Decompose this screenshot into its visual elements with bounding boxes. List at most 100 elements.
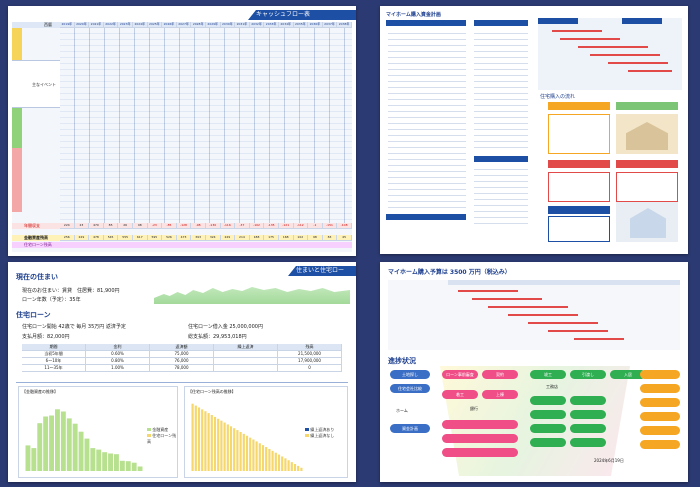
yearrow-cell: 2028年 [191, 22, 206, 28]
savrow-cell: 83 [322, 235, 338, 241]
flow-box-4 [616, 172, 678, 202]
savrow-cell: 188 [249, 235, 265, 241]
node-prescreen[interactable]: ローン事前審査 [442, 370, 478, 379]
savrow-cell: 175 [264, 235, 279, 241]
node-right-2[interactable] [640, 384, 680, 393]
node-builder-5[interactable] [530, 424, 566, 433]
balrow-cell: 23 [74, 223, 90, 229]
loan-table-header-cell: 繰上返済 [214, 344, 278, 351]
balance-label: 年間収支 [24, 223, 40, 228]
loan-table-body: 当初5年間 0.60% 75,000 21,500,000 6〜10年 0.80% 76,0… [22, 351, 342, 372]
node-builder-2[interactable] [570, 396, 606, 405]
loan-legend: 繰上返済あり 繰上返済なし [305, 427, 334, 439]
node-right-5[interactable] [640, 426, 680, 435]
yearrow-cell: 2023年 [118, 22, 133, 28]
savrow-cell: 45 [337, 235, 352, 241]
chart2-bar [233, 428, 236, 471]
node-builder-7[interactable] [530, 438, 566, 447]
chart1-bar [37, 423, 43, 471]
loan-table-header-cell: 残高 [278, 344, 342, 351]
current-home-line-2: ローン年数（予定）：35年 [22, 297, 81, 303]
node-contract[interactable]: 契約 [482, 370, 518, 379]
chart2-bar [265, 447, 268, 471]
cashflow-panel: キャッシュフロー表 西暦 2019年 2020年 2021年 2022年 2023年 20… [8, 6, 356, 256]
chart2-bar [197, 407, 201, 471]
balrow-cell: -116 [220, 223, 236, 229]
chart2-bar [300, 467, 303, 471]
loan-table-cell: 75,000 [150, 351, 214, 358]
loan-line-2: 住宅ローン借入金 25,000,000円 [188, 324, 263, 330]
balrow-cell: -151 [322, 223, 338, 229]
node-move-in[interactable]: 入居 [610, 370, 646, 379]
chart2-bar [297, 465, 300, 471]
savrow-cell: 214 [235, 235, 250, 241]
chart2-bar [255, 441, 258, 471]
chart1-bar [31, 448, 37, 471]
savrow-cell: 98 [308, 235, 323, 241]
node-right-1[interactable] [640, 370, 680, 379]
chart2-bar [210, 415, 213, 471]
loan-table-header: 期間 金利 返済額 繰上返済 残高 [22, 344, 342, 351]
savrow-cell: 324 [205, 235, 221, 241]
node-frame[interactable]: 上棟 [482, 390, 518, 399]
chart1-bar [25, 445, 31, 471]
node-bank-3[interactable] [442, 448, 518, 457]
node-builder-8[interactable] [570, 438, 606, 447]
chart1-bar [102, 452, 108, 471]
node-builder-6[interactable] [570, 424, 606, 433]
node-complete[interactable]: 竣工 [530, 370, 566, 379]
funding-list [474, 28, 528, 148]
loan-chart-plot [191, 403, 303, 471]
node-land[interactable]: 土地探し [390, 370, 430, 379]
chart1-bar [55, 409, 60, 471]
loan-table-cell: 76,000 [150, 358, 214, 365]
loan-line-1: 住宅ローン開始 42歳で 毎月 35万円 返済予定 [22, 324, 126, 330]
node-start[interactable]: 着工 [442, 390, 478, 399]
savrow-cell: 526 [162, 235, 177, 241]
node-right-3[interactable] [640, 398, 680, 407]
node-builder-4[interactable] [570, 410, 606, 419]
balrow-cell: -108 [337, 223, 352, 229]
cashflow-title: キャッシュフロー表 [248, 10, 356, 20]
node-builder-1[interactable] [530, 396, 566, 405]
flow-box-1 [548, 114, 610, 154]
chart2-bar [201, 409, 204, 471]
node-bank-1[interactable] [442, 420, 518, 429]
loan-table-cell: 1.00% [86, 365, 150, 372]
node-right-6[interactable] [640, 440, 680, 449]
node-handover[interactable]: 引渡し [570, 370, 606, 379]
loan-title: 住まいと住宅ローン [288, 266, 356, 276]
skyline-illustration [154, 287, 350, 304]
yearrow-cell: 2032年 [249, 22, 265, 28]
savrow-cell: 595 [147, 235, 163, 241]
chart1-bar [96, 449, 102, 471]
node-bank-2[interactable] [442, 434, 518, 443]
savrow-cell: 555 [118, 235, 133, 241]
chart1-bar [90, 448, 96, 471]
node-funding[interactable]: 資金計画 [390, 424, 430, 433]
budget-section-2 [474, 20, 528, 26]
yearrow-cell: 2030年 [220, 22, 236, 28]
savings-label: 金融資産残高 [24, 235, 48, 240]
plan-gantt [388, 280, 680, 350]
loan-line-3: 支払月額：82,000円 [22, 334, 70, 340]
loan-table-cell: 17,900,000 [278, 358, 342, 365]
chart1-bar [60, 411, 66, 471]
yearrow-cell: 2022年 [103, 22, 119, 28]
balance-row: 224 23 470 85 26 98 -23 -85 -128 -98 -130 -116 -37 -1… [60, 223, 352, 229]
flow-title: 住宅購入の流れ [540, 94, 576, 100]
node-right-4[interactable] [640, 412, 680, 421]
chart1-bar [125, 461, 131, 471]
loan-chart: 【住宅ローン残高の推移】 繰上返済あり 繰上返済なし [184, 386, 348, 478]
yearrow-cell: 2021年 [89, 22, 104, 28]
loan-table-header-cell: 金利 [86, 344, 150, 351]
yearrow-cell: 2037年 [322, 22, 338, 28]
loan-table-cell: 0.60% [86, 351, 150, 358]
node-builders[interactable]: 住宅会社比較 [390, 384, 430, 393]
flow-step-4 [616, 160, 678, 168]
yearrow-cell: 2024年 [132, 22, 148, 28]
loan-table-cell [214, 365, 278, 372]
node-builder-3[interactable] [530, 410, 566, 419]
yearrow-cell: 2038年 [337, 22, 352, 28]
balrow-cell: -102 [249, 223, 265, 229]
